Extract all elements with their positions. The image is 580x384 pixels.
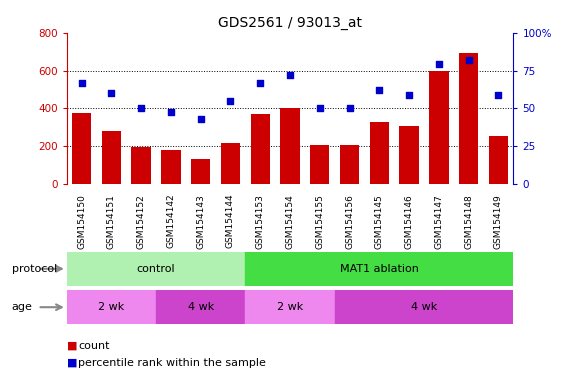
Bar (459, 53, 478, 184)
Point (256, 79, 265, 86)
Bar (310, 146, 329, 184)
Point (315, 106, 324, 112)
Bar (245, 290, 335, 324)
Text: control: control (137, 264, 175, 274)
Point (404, 92, 414, 98)
Text: GSM154144: GSM154144 (226, 194, 235, 248)
Text: 2 wk: 2 wk (98, 302, 125, 312)
Point (107, 90, 116, 96)
Point (166, 108, 176, 114)
Bar (369, 122, 389, 184)
Bar (72, 113, 91, 184)
Point (196, 116, 205, 122)
Bar (245, 252, 513, 286)
Text: GSM154145: GSM154145 (375, 194, 384, 248)
Text: GSM154154: GSM154154 (285, 194, 295, 248)
Text: count: count (78, 341, 110, 351)
Text: GSM154153: GSM154153 (256, 194, 264, 249)
Bar (67, 252, 245, 286)
Bar (191, 159, 211, 184)
Text: GSM154143: GSM154143 (196, 194, 205, 248)
Bar (156, 290, 245, 324)
Bar (221, 142, 240, 184)
Bar (161, 150, 180, 184)
Text: GSM154147: GSM154147 (434, 194, 443, 248)
Text: 2 wk: 2 wk (277, 302, 303, 312)
Bar (67, 290, 156, 324)
Bar (280, 109, 300, 184)
Text: 4 wk: 4 wk (411, 302, 437, 312)
Bar (335, 290, 513, 324)
Point (345, 106, 354, 112)
Text: 4 wk: 4 wk (187, 302, 214, 312)
Point (136, 106, 146, 112)
Point (434, 61, 444, 68)
Text: GSM154156: GSM154156 (345, 194, 354, 249)
Text: ■: ■ (67, 358, 77, 368)
Text: GSM154149: GSM154149 (494, 194, 503, 248)
Text: GSM154152: GSM154152 (137, 194, 146, 248)
Bar (132, 147, 151, 184)
Point (464, 57, 473, 63)
Bar (429, 71, 448, 184)
Text: protocol: protocol (12, 264, 57, 274)
Text: GSM154148: GSM154148 (464, 194, 473, 248)
Bar (489, 136, 508, 184)
Text: GSM154155: GSM154155 (316, 194, 324, 249)
Point (375, 87, 384, 93)
Text: GSM154151: GSM154151 (107, 194, 116, 249)
Text: GSM154150: GSM154150 (77, 194, 86, 249)
Point (77, 79, 86, 86)
Title: GDS2561 / 93013_at: GDS2561 / 93013_at (218, 16, 362, 30)
Text: ■: ■ (67, 341, 77, 351)
Point (285, 72, 295, 78)
Bar (400, 126, 419, 184)
Text: GSM154142: GSM154142 (166, 194, 175, 248)
Point (226, 98, 235, 104)
Point (494, 92, 503, 98)
Bar (340, 145, 359, 184)
Text: percentile rank within the sample: percentile rank within the sample (78, 358, 266, 368)
Bar (251, 114, 270, 184)
Text: MAT1 ablation: MAT1 ablation (340, 264, 419, 274)
Bar (102, 131, 121, 184)
Text: age: age (12, 302, 32, 312)
Text: GSM154146: GSM154146 (405, 194, 414, 248)
